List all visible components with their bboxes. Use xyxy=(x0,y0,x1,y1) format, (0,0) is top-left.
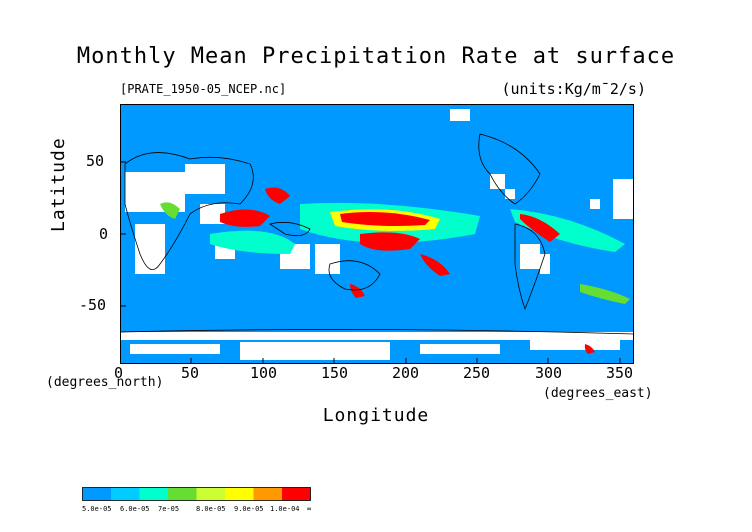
x-tick-label: 50 xyxy=(181,364,200,382)
colorbar xyxy=(82,487,311,501)
coastlines xyxy=(120,133,634,335)
map-title: Monthly Mean Precipitation Rate at surfa… xyxy=(76,44,676,69)
colorbar-swatch xyxy=(111,487,140,501)
dry-regions xyxy=(120,109,634,360)
dataset-file-label: [PRATE_1950-05_NCEP.nc] xyxy=(120,82,287,96)
colorbar-swatch xyxy=(139,487,168,501)
colorbar-swatch xyxy=(225,487,254,501)
precipitation-map xyxy=(120,104,634,364)
colorbar-label: 6.0e-05 xyxy=(120,505,150,513)
units-label: (units:Kg/m¯2/s) xyxy=(501,80,647,98)
x-tick-label: 100 xyxy=(250,364,278,382)
heavy-precipitation xyxy=(220,187,595,354)
x-tick-label: 200 xyxy=(392,364,420,382)
colorbar-swatch xyxy=(196,487,225,501)
x-axis-label: Longitude xyxy=(322,405,430,426)
tick-marks xyxy=(120,161,621,364)
x-axis-unit: (degrees_east) xyxy=(543,386,653,401)
x-tick-label: 350 xyxy=(606,364,634,382)
y-tick-label: 50 xyxy=(86,152,105,170)
colorbar-label: 5.0e-05 xyxy=(82,505,112,513)
colorbar-label: 7e-05 xyxy=(158,505,180,513)
x-tick-label: 150 xyxy=(321,364,349,382)
colorbar-swatch xyxy=(168,487,197,501)
colorbar-label: ∞ xyxy=(307,505,312,513)
colorbar-label: 9.0e-05 xyxy=(234,505,264,513)
y-axis-unit: (degrees_north) xyxy=(46,375,164,390)
y-axis-label: Latitude xyxy=(48,137,69,232)
colorbar-swatch xyxy=(82,487,111,501)
y-tick-label: 0 xyxy=(99,225,109,243)
colorbar-label: 1.0e-04 xyxy=(270,505,300,513)
y-tick-label: -50 xyxy=(79,296,107,314)
x-tick-label: 300 xyxy=(535,364,563,382)
x-tick-label: 250 xyxy=(463,364,491,382)
x-tick-label: 0 xyxy=(114,364,124,382)
colorbar-label: 8.0e-05 xyxy=(196,505,226,513)
colorbar-swatch xyxy=(282,487,311,501)
colorbar-swatch xyxy=(253,487,282,501)
